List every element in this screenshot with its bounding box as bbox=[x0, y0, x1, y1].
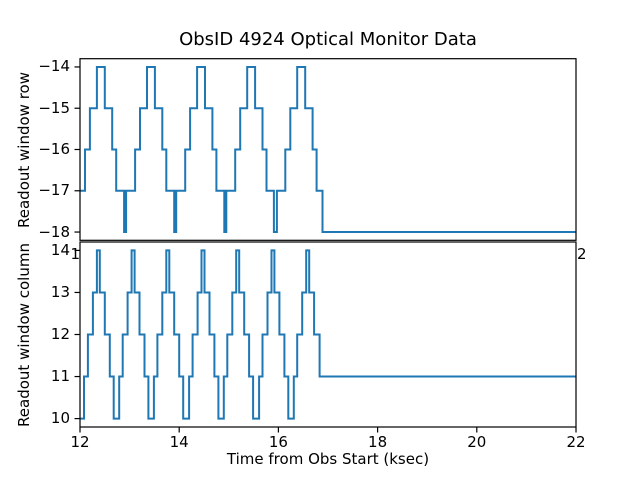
x-tick-label: 20 bbox=[467, 432, 487, 451]
y-tick-label: −16 bbox=[38, 140, 70, 158]
clipped-tick-label-right: 2 bbox=[577, 245, 587, 263]
x-tick-label: 18 bbox=[368, 432, 388, 451]
y-tick-label: −17 bbox=[38, 181, 70, 200]
y-tick-label: 10 bbox=[50, 409, 70, 428]
x-tick-label: 22 bbox=[566, 432, 586, 451]
y-tick-label: −14 bbox=[38, 57, 70, 76]
x-axis-label: Time from Obs Start (ksec) bbox=[226, 450, 430, 468]
y-tick-label: 13 bbox=[50, 282, 70, 301]
readout-window-row-line bbox=[80, 66, 576, 233]
y-tick-label: 12 bbox=[50, 325, 70, 343]
y-tick-label: 14 bbox=[50, 240, 70, 259]
clipped-tick-label-left: 1 bbox=[70, 245, 80, 263]
x-tick-label: 12 bbox=[70, 432, 90, 451]
y-tick-label: 11 bbox=[50, 367, 70, 386]
y-tick-label: −15 bbox=[38, 98, 70, 117]
readout-window-column-line bbox=[80, 249, 576, 420]
y-tick-label: −18 bbox=[38, 222, 70, 241]
chart-title: ObsID 4924 Optical Monitor Data bbox=[179, 29, 477, 50]
x-tick-label: 16 bbox=[268, 432, 288, 451]
x-tick-label: 14 bbox=[169, 432, 189, 451]
